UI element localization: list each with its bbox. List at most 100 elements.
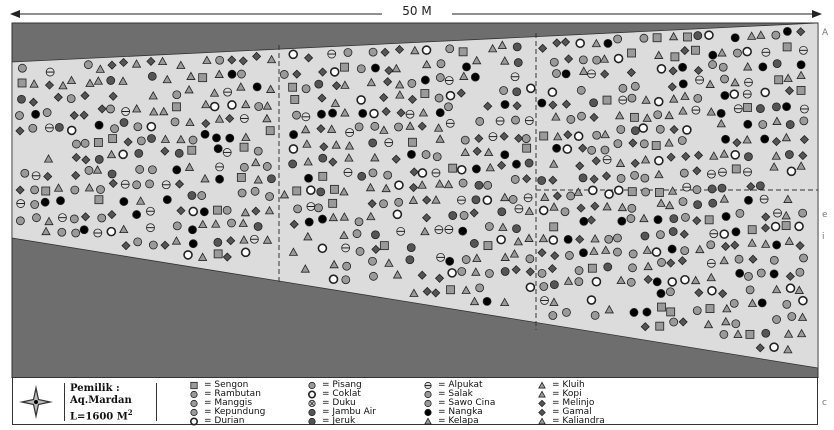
square-icon: [627, 187, 637, 197]
triangle-icon: [549, 297, 559, 306]
circle-outline-icon: [456, 164, 467, 175]
triangle-icon: [131, 103, 142, 113]
diamond-icon: [251, 206, 261, 216]
circle-black-icon: [328, 108, 337, 118]
diamond-icon: [71, 152, 81, 163]
triangle-icon: [769, 162, 779, 171]
square-icon: [340, 62, 349, 72]
circle-dark-icon: [357, 171, 367, 181]
triangle-icon: [424, 417, 432, 425]
circle-outline-icon: [604, 189, 614, 199]
circle-black-icon: [667, 244, 677, 254]
triangle-icon: [664, 138, 674, 147]
circle-black-icon: [318, 214, 327, 224]
diamond-icon: [678, 317, 688, 327]
triangle-icon: [563, 276, 574, 285]
diamond-icon: [384, 65, 394, 76]
circle-icon: [628, 249, 638, 259]
square-icon: [630, 112, 639, 122]
circle-bar-icon: [695, 75, 704, 85]
circle-dark-icon: [308, 417, 316, 426]
circle-black-icon: [603, 39, 613, 48]
diamond-icon: [53, 92, 63, 102]
diamond-icon: [292, 69, 302, 79]
circle-outline-icon: [651, 247, 662, 257]
circle-bar-icon: [540, 296, 549, 305]
diamond-icon: [798, 151, 808, 161]
circle-black-icon: [617, 216, 627, 226]
triangle-icon: [443, 179, 454, 189]
circle-icon: [771, 30, 781, 40]
diamond-icon: [417, 270, 427, 280]
circle-dark-icon: [512, 42, 522, 52]
circle-outline-icon: [317, 243, 328, 254]
circle-bar-icon: [31, 171, 41, 181]
circle-outline-icon: [786, 166, 797, 177]
circle-icon: [677, 136, 687, 145]
circle-black-icon: [225, 133, 235, 143]
square-icon: [41, 186, 51, 196]
triangle-icon: [730, 77, 740, 87]
circle-icon: [616, 125, 626, 134]
circle-icon: [190, 390, 198, 399]
circle-dark-icon: [549, 280, 559, 290]
legend-label: = Duku: [322, 398, 356, 408]
triangle-icon: [119, 224, 129, 234]
circle-outline-icon: [392, 209, 403, 220]
circle-icon: [20, 168, 30, 178]
triangle-icon: [302, 139, 312, 148]
diamond-icon: [474, 133, 484, 144]
circle-icon: [639, 33, 649, 43]
circle-icon: [435, 73, 445, 82]
legend-label: = Salak: [438, 389, 473, 399]
circle-black-icon: [470, 72, 480, 82]
circle-icon: [592, 130, 602, 140]
circle-bar-icon: [327, 49, 337, 59]
diamond-icon: [589, 112, 599, 122]
circle-black-icon: [424, 408, 432, 417]
triangle-icon: [705, 79, 715, 88]
circle-icon: [537, 268, 547, 278]
square-icon: [652, 33, 662, 43]
triangle-icon: [300, 264, 310, 273]
triangle-icon: [509, 249, 520, 258]
circle-icon: [782, 299, 792, 309]
triangle-icon: [171, 236, 182, 245]
circle-icon: [733, 48, 742, 58]
circle-dark-icon: [288, 159, 298, 169]
circle-icon: [681, 212, 690, 222]
triangle-icon: [106, 149, 117, 159]
circle-dark-icon: [772, 102, 781, 112]
circle-icon: [28, 123, 38, 133]
diamond-icon: [578, 143, 588, 153]
triangle-icon: [379, 125, 389, 134]
circle-outline-icon: [146, 121, 157, 132]
triangle-icon: [538, 233, 549, 243]
triangle-icon: [236, 82, 246, 91]
circle-outline-icon: [770, 221, 781, 232]
diamond-icon: [784, 86, 795, 96]
triangle-icon: [391, 63, 402, 73]
compass-rose-icon: [19, 385, 53, 419]
triangle-icon: [721, 316, 731, 326]
circle-dark-icon: [54, 123, 64, 132]
diamond-icon: [108, 91, 118, 101]
diamond-icon: [785, 271, 795, 281]
circle-icon: [262, 162, 272, 171]
circle-icon: [525, 254, 535, 264]
diamond-icon: [160, 146, 170, 156]
circle-icon: [719, 330, 729, 339]
circle-icon: [772, 315, 781, 324]
circle-icon: [445, 44, 455, 54]
triangle-icon: [339, 186, 349, 196]
legend-label: = Sengon: [204, 380, 249, 390]
circle-black-icon: [500, 150, 510, 160]
circle-black-icon: [215, 174, 224, 184]
diamond-icon: [469, 208, 479, 218]
triangle-icon: [599, 54, 610, 63]
triangle-icon: [202, 55, 212, 64]
triangle-icon: [589, 246, 599, 255]
diamond-icon: [456, 88, 466, 98]
diamond-icon: [383, 77, 393, 87]
square-icon: [187, 145, 197, 155]
